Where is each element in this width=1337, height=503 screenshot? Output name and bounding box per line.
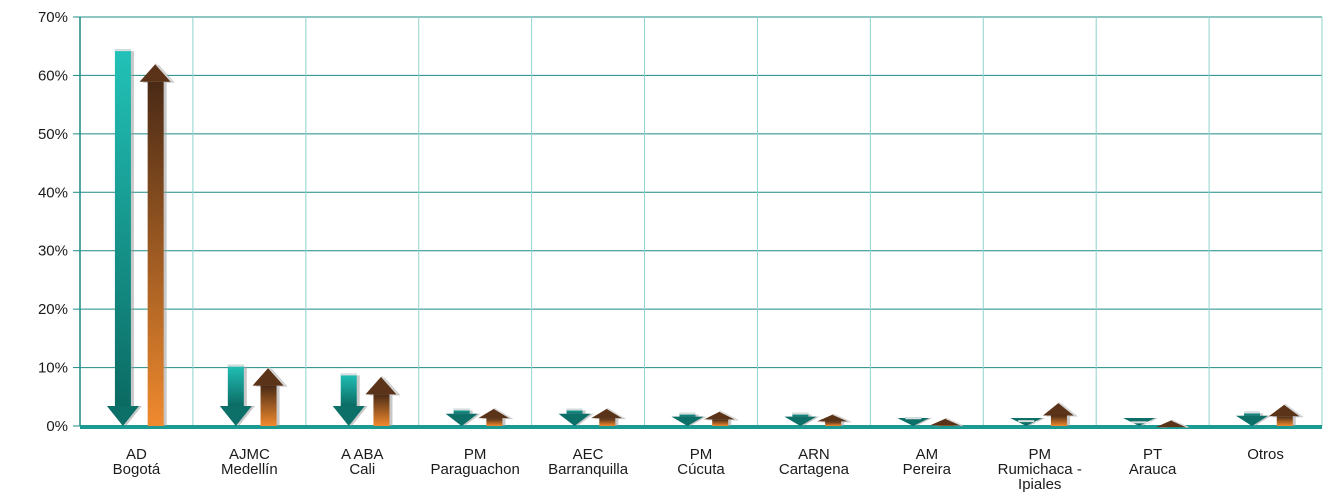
x-axis <box>80 425 1322 429</box>
x-category-label: A ABA Cali <box>341 446 384 478</box>
x-category-label: PM Paraguachon <box>431 446 520 478</box>
bar-arrow-up <box>817 413 853 426</box>
x-category-label: AD Bogotá <box>113 446 161 478</box>
x-category-label: PM Cúcuta <box>677 446 725 478</box>
labels: 0% 10% 20% 30% 40% 50% 60% 70% AD Bogotá AJMC Medel… <box>38 9 1284 493</box>
bar-arrow-down <box>558 408 594 426</box>
x-category-label: AEC Barranquilla <box>548 446 629 478</box>
y-tick-label: 60% <box>38 67 68 84</box>
bar-arrow-down <box>219 364 255 426</box>
bar-arrow-up <box>704 410 740 426</box>
y-tick-label: 30% <box>38 243 68 260</box>
y-tick-label: 40% <box>38 184 68 201</box>
bar-arrow-up <box>365 375 401 426</box>
bar-arrow-down <box>784 412 820 426</box>
bar-arrow-down <box>332 373 368 426</box>
y-tick-label: 20% <box>38 301 68 318</box>
axes <box>73 16 1322 429</box>
bar-arrow-up <box>478 407 514 426</box>
x-category-label: AM Pereira <box>903 446 952 478</box>
y-tick-label: 50% <box>38 126 68 143</box>
bar-arrow-down <box>1123 418 1159 426</box>
y-tick-label: 0% <box>46 418 68 435</box>
x-category-label: ARN Cartagena <box>779 446 850 478</box>
x-category-label: AJMC Medellín <box>221 446 278 478</box>
bar-arrow-up <box>1042 402 1078 426</box>
bar-arrow-down <box>1235 411 1271 426</box>
grid <box>80 16 1323 426</box>
bar-arrow-down <box>671 412 707 426</box>
bar-arrow-up <box>1155 419 1191 429</box>
y-tick-label: 10% <box>38 360 68 377</box>
bar-arrow-up <box>930 417 966 427</box>
bar-arrow-down <box>106 49 142 427</box>
bars <box>106 49 1304 429</box>
x-category-label: PT Arauca <box>1129 446 1177 478</box>
bar-arrow-up <box>252 367 288 426</box>
bar-arrow-down <box>1010 418 1046 426</box>
bar-arrow-up <box>1268 403 1304 426</box>
bar-arrow-down <box>445 408 481 426</box>
bar-arrow-down <box>897 417 933 426</box>
y-tick-label: 70% <box>38 9 68 26</box>
bar-arrow-up <box>139 63 175 426</box>
bar-arrow-up <box>591 407 627 426</box>
x-category-label: Otros <box>1247 446 1284 463</box>
x-category-label: PM Rumichaca -Ipiales <box>998 446 1082 493</box>
